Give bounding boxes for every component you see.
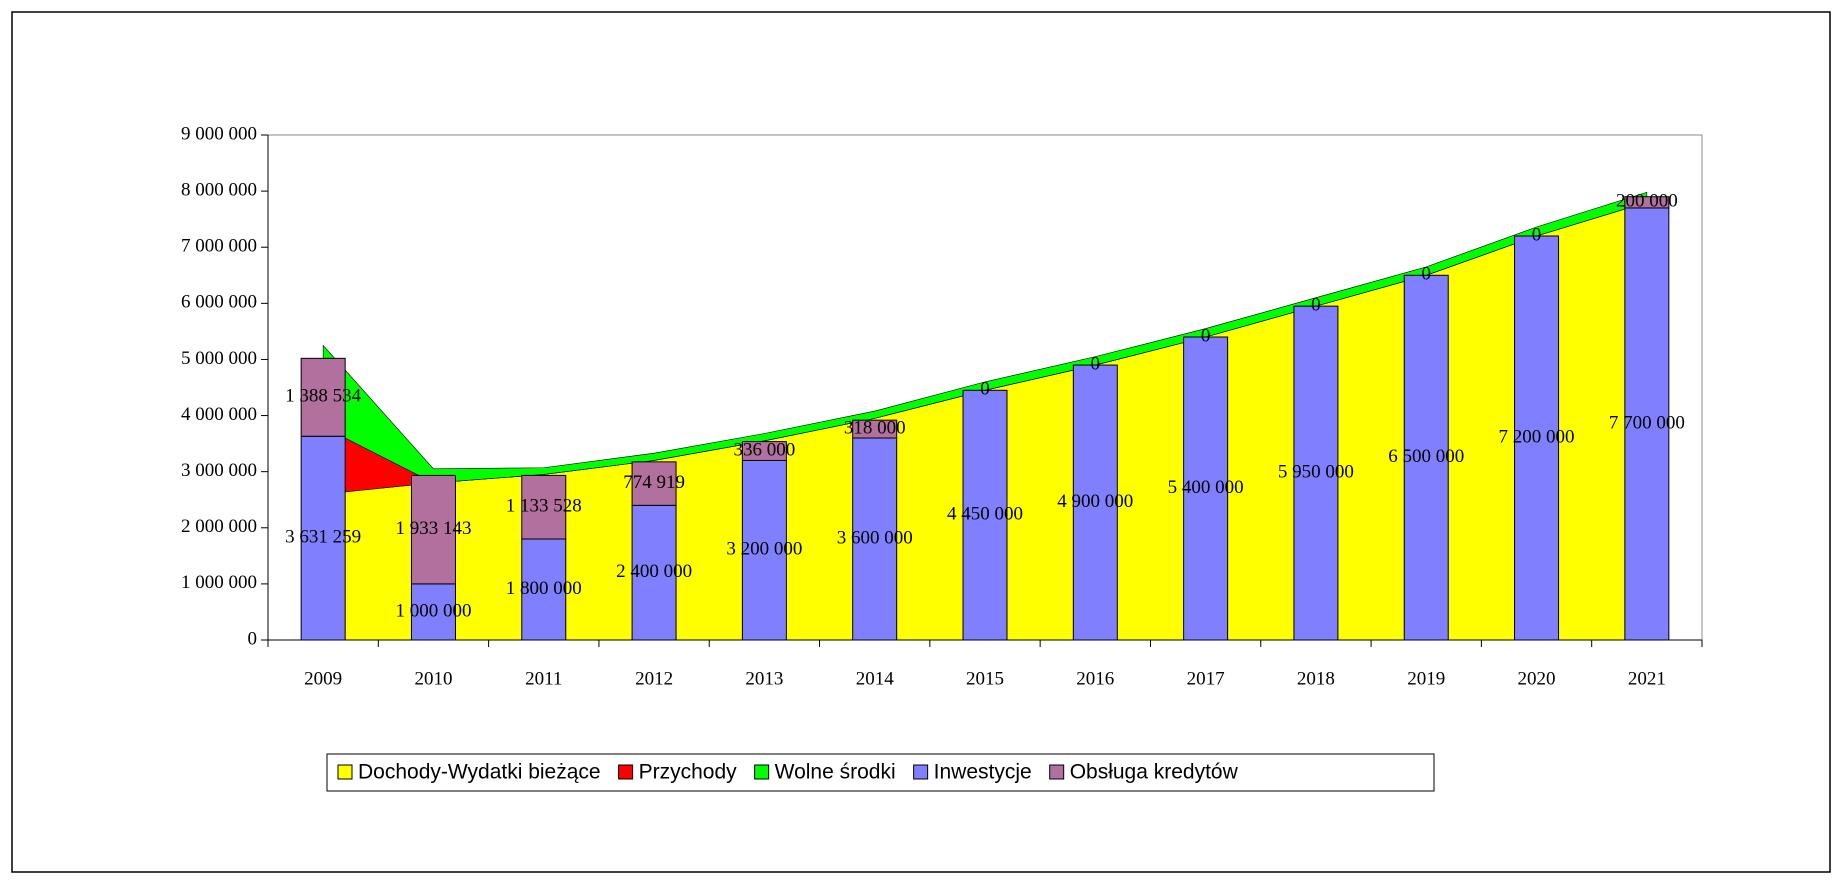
x-tick-label: 2014 [856, 668, 895, 689]
data-label: 0 [1091, 353, 1101, 374]
data-label: 1 388 534 [285, 386, 362, 407]
data-label: 774 919 [623, 472, 685, 493]
data-label: 4 450 000 [947, 504, 1023, 525]
x-tick-label: 2009 [304, 668, 342, 689]
legend-label: Inwestycje [934, 761, 1032, 784]
legend-swatch [337, 764, 353, 780]
data-label: 5 950 000 [1278, 461, 1354, 482]
data-label: 336 000 [734, 439, 796, 460]
data-label: 5 400 000 [1168, 477, 1244, 498]
y-tick-label: 9 000 000 [181, 123, 257, 144]
legend-label: Wolne środki [775, 761, 896, 784]
x-tick-label: 2016 [1076, 668, 1114, 689]
x-tick-label: 2020 [1518, 668, 1556, 689]
bar [1624, 207, 1670, 641]
x-tick-label: 2018 [1297, 668, 1335, 689]
data-label: 0 [1421, 264, 1431, 285]
x-tick-label: 2019 [1407, 668, 1445, 689]
bar [962, 389, 1008, 641]
data-label: 2 400 000 [616, 561, 692, 582]
y-tick-label: 0 [248, 628, 258, 649]
y-tick-label: 4 000 000 [181, 404, 257, 425]
data-label: 1 800 000 [506, 578, 582, 599]
bar [300, 435, 346, 641]
bar [1403, 274, 1449, 641]
data-label: 4 900 000 [1057, 491, 1133, 512]
bar [521, 474, 567, 540]
bar [410, 474, 456, 585]
data-label: 7 700 000 [1609, 412, 1685, 433]
data-label: 1 933 143 [395, 518, 471, 539]
legend-label: Obsługa kredytów [1070, 761, 1239, 784]
data-label: 0 [1532, 224, 1542, 245]
bar [741, 441, 787, 461]
data-label: 7 200 000 [1499, 426, 1575, 447]
legend-swatch [754, 764, 770, 780]
data-label: 3 200 000 [726, 539, 802, 560]
data-label: 0 [980, 379, 990, 400]
bar [1514, 235, 1560, 641]
y-tick-label: 7 000 000 [181, 236, 257, 257]
legend-box [326, 753, 1435, 792]
data-label: 200 000 [1616, 191, 1678, 212]
bar [741, 459, 787, 641]
data-label: 3 600 000 [837, 527, 913, 548]
y-tick-label: 2 000 000 [181, 516, 257, 537]
data-label: 3 631 259 [285, 526, 361, 547]
legend-swatch [1049, 764, 1065, 780]
data-label: 0 [1311, 294, 1321, 315]
legend-swatch [913, 764, 929, 780]
legend-label: Przychody [639, 761, 738, 784]
data-label: 1 000 000 [395, 600, 471, 621]
x-tick-label: 2017 [1187, 668, 1225, 689]
x-tick-label: 2015 [966, 668, 1004, 689]
x-tick-label: 2021 [1628, 668, 1666, 689]
x-tick-label: 2013 [745, 668, 783, 689]
bar [300, 357, 346, 437]
data-label: 6 500 000 [1388, 446, 1464, 467]
bar [521, 538, 567, 641]
bar [1072, 364, 1118, 641]
y-tick-label: 1 000 000 [181, 572, 257, 593]
bar [1293, 305, 1339, 641]
bar [852, 419, 898, 439]
y-tick-label: 3 000 000 [181, 460, 257, 481]
data-label: 0 [1201, 325, 1211, 346]
x-tick-label: 2010 [414, 668, 452, 689]
data-label: 1 133 528 [506, 496, 582, 517]
legend-swatch [618, 764, 634, 780]
bar [631, 461, 677, 506]
legend-label: Dochody-Wydatki bieżące [358, 761, 601, 784]
y-tick-label: 8 000 000 [181, 179, 257, 200]
y-tick-label: 6 000 000 [181, 292, 257, 313]
bar [1624, 196, 1670, 209]
x-tick-label: 2011 [525, 668, 562, 689]
data-label: 318 000 [844, 417, 906, 438]
bar [1183, 336, 1229, 641]
x-tick-label: 2012 [635, 668, 673, 689]
y-tick-label: 5 000 000 [181, 348, 257, 369]
